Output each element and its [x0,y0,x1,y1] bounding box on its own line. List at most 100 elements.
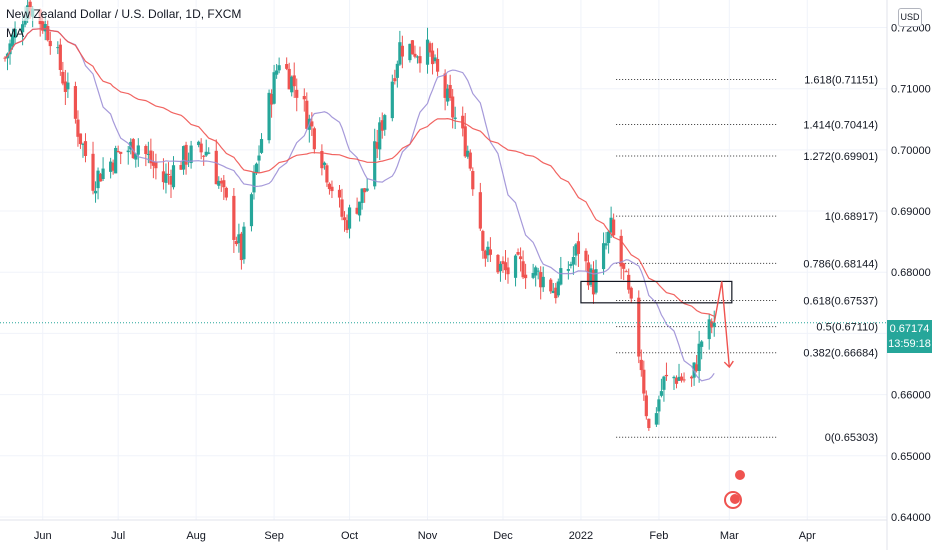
candle-body [629,287,633,299]
candle-body [151,161,155,166]
candle-body [586,262,591,286]
candle-body [518,256,523,260]
indicator-label[interactable]: MA [6,26,24,40]
candle-body [275,70,279,75]
candle-body [56,47,60,49]
candle-body [214,150,218,185]
x-tick-label: Jun [34,530,52,542]
currency-button[interactable]: USD [898,8,922,27]
candle-body [413,53,417,57]
candle-body [8,43,12,55]
x-tick-label: Apr [799,530,816,542]
candle-body [119,151,123,154]
candle-body [539,272,543,288]
symbol-title[interactable]: New Zealand Dollar / U.S. Dollar, 1D, FX… [6,7,242,21]
projection-path [713,281,730,368]
candle-body [129,141,133,150]
candle-body [312,128,316,150]
candle-body [689,376,694,379]
candle-body [448,84,452,99]
candle-body [700,341,704,347]
candle-body [521,261,525,278]
candle-body [395,63,399,78]
drawing-annotations [580,280,734,369]
candle-body [131,139,135,159]
x-tick-label: Sep [264,530,284,542]
candle-body [604,243,608,246]
candle-body [410,40,415,55]
candle-body [380,120,384,131]
candle-body [695,364,699,371]
y-tick-label: 0.66000 [891,390,931,402]
candle-body [305,100,309,129]
candle-body [252,172,256,193]
candle-body [134,153,138,160]
candle-body [639,359,643,371]
candle-body [601,243,606,270]
candle-body [425,39,430,65]
candle-body [249,194,254,227]
x-tick-label: Aug [186,530,206,542]
candle-body [712,322,716,327]
candle-body [171,165,176,188]
candle-body [166,173,171,175]
candle-body [116,151,120,153]
candle-body [710,321,714,328]
candle-body [378,122,382,150]
fib-level-label: 1.618(0.71151) [804,74,878,86]
y-tick-label: 0.65000 [891,451,931,463]
candle-body [536,270,540,272]
x-tick-label: 2022 [569,530,593,542]
candle-body [237,234,241,244]
candle-body [697,343,701,371]
candle-body [612,219,616,236]
chart-grid [0,0,887,520]
candle-body [217,180,221,186]
time-axis: Jun Jul Aug Sep Oct Nov Dec 2022 Feb Mar Apr [34,530,816,542]
candle-body [126,150,130,153]
candle-body [501,261,505,265]
candle-body [161,171,166,183]
candle-body [591,269,596,295]
candle-body [551,290,555,294]
candle-body [169,175,173,185]
event-flag-icon [733,468,747,482]
fib-level-label: 0(0.65303) [825,432,878,444]
candle-body [73,86,78,119]
candle-body [239,233,244,261]
fib-level-label: 0.618(0.67537) [803,296,878,308]
fib-level-label: 0.382(0.66684) [803,348,878,360]
candle-body [48,40,52,47]
candle-body [232,195,236,240]
candle-body [61,71,65,84]
candle-body [136,145,140,155]
candle-body [254,163,259,174]
candle-body [207,152,211,154]
x-tick-label: Dec [493,530,513,542]
bar-countdown: 13:59:18 [888,338,931,350]
fib-level-label: 1(0.68917) [825,211,878,223]
candle-body [398,42,402,65]
candle-body [677,376,681,381]
candle-body [516,252,520,255]
candle-body [58,44,62,70]
candle-body [224,187,228,198]
candle-body [78,133,83,145]
candle-body [471,171,475,190]
price-axis: 0.720000.710000.700000.690000.680000.670… [891,23,931,524]
y-tick-label: 0.71000 [891,84,931,96]
candle-body [292,75,296,87]
candle-body [345,220,349,231]
candle-body [393,78,397,82]
candle-body [503,262,508,271]
candle-body [428,43,432,53]
candle-body [531,273,535,278]
candle-body [435,58,440,72]
candle-body [277,65,281,71]
candle-body [164,173,168,183]
candle-body [355,207,359,214]
candle-body [657,399,661,412]
moving-average-line [4,27,715,317]
candle-body [81,143,85,145]
